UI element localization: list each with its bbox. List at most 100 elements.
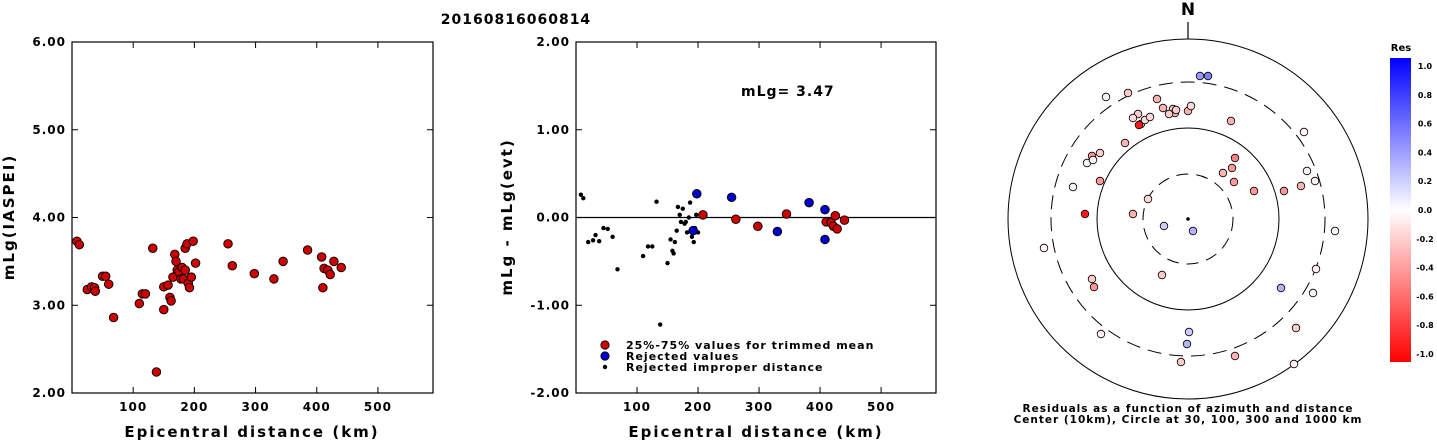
left-data-point [302,245,313,255]
left-y-tick-label: 4.00 [32,211,66,225]
epicenter-marker [1186,217,1190,221]
legend-label-rejected: Rejected values [626,350,739,363]
rejected-point [692,189,702,199]
improper-distance-point [605,226,610,232]
colorbar-tick-label: 0.0 [1418,206,1433,215]
middle-x-tick-label: 500 [867,400,895,414]
improper-distance-point [684,230,690,235]
left-x-axis-label: Epicentral distance (km) [124,423,379,441]
rejected-point [726,192,737,203]
middle-x-tick-label: 100 [623,400,651,414]
legend-label-improper: Rejected improper distance [626,361,823,374]
left-data-point [74,239,85,250]
trimmed-mean-point [830,210,841,221]
middle-y-tick-label: 1.00 [536,123,570,137]
left-data-point [90,286,101,296]
left-x-tick-label: 100 [119,400,147,414]
polar-points [1039,71,1340,369]
colorbar-tick-label: -1.0 [1416,350,1434,359]
left-data-point [103,279,114,289]
legend-marker-rejected [600,351,610,361]
left-x-tick-label: 500 [364,400,392,414]
residual-point [1310,176,1320,186]
middle-points [578,189,850,327]
rejected-point [820,204,830,215]
left-points [72,236,346,377]
left-data-point [318,282,328,293]
improper-distance-point [668,237,673,242]
left-data-point [134,298,145,309]
residual-point [1145,112,1155,122]
residual-point [1289,359,1299,369]
left-data-point [184,282,195,293]
residual-point [1184,327,1194,337]
trimmed-mean-point [781,209,792,219]
polar-plot: N Residuals as a function of azimuth and… [1007,0,1369,426]
improper-distance-point [596,238,602,244]
residual-point [1203,71,1213,81]
residual-point [1186,101,1196,111]
residual-point [1296,181,1306,191]
residual-point [1068,182,1078,192]
residual-point [1134,120,1144,130]
middle-annotation: mLg= 3.47 [741,84,835,100]
improper-distance-point [665,260,670,266]
improper-distance-point [650,244,655,249]
improper-distance-point [683,219,689,225]
left-data-point [223,239,233,249]
legend-marker-improper [602,364,608,370]
improper-distance-point [601,225,606,231]
residual-point [1188,226,1198,236]
residual-point [1123,88,1133,98]
left-chart: 100 200 300 400 500 2.00 3.00 4.00 5.00 6.00 Epic… [0,35,434,441]
rejected-point [772,226,783,237]
left-plot-frame [71,41,434,394]
trimmed-mean-point [839,215,850,225]
residual-point [1230,351,1240,361]
improper-distance-point [678,219,684,225]
colorbar-tick-label: 0.2 [1418,177,1432,186]
residual-point [1302,166,1312,176]
circle-300km [1050,81,1326,357]
left-data-point [108,312,119,323]
colorbar-tick-label: 0.8 [1418,91,1433,100]
residual-point [1039,243,1049,253]
improper-distance-point [645,244,651,249]
left-data-point [249,268,260,279]
left-data-point [227,261,238,271]
left-data-point [159,304,169,315]
residual-point [1182,339,1192,349]
residual-point [1171,105,1181,115]
residual-point [1227,163,1237,173]
colorbar-gradient [1390,58,1411,362]
left-data-point [325,269,335,280]
residual-point [1279,186,1289,196]
colorbar-tick-label: 0.4 [1418,148,1433,157]
residual-point [1176,357,1186,367]
residual-point [1308,288,1318,298]
colorbar-title: Res [1391,43,1411,54]
residual-point [1299,127,1309,137]
improper-distance-point [680,206,685,211]
left-y-tick-label: 6.00 [32,35,66,49]
middle-y-tick-label: 0.00 [536,211,570,225]
left-data-point [100,271,111,282]
residual-point [1229,177,1239,187]
colorbar-labels: 1.0 0.8 0.6 0.4 0.2 0.0 -0.2 -0.4 -0.6 -0.8 -1.0 [1416,62,1434,359]
middle-x-axis-label: Epicentral distance (km) [628,423,883,441]
left-y-tick-label: 2.00 [32,386,66,400]
middle-y-tick-label: 2.00 [536,35,570,49]
colorbar-tick-label: 0.6 [1418,120,1433,129]
middle-y-axis-label: mLg - mLg(evt) [498,138,516,295]
residual-point [1218,168,1228,178]
left-data-point [180,265,190,275]
middle-x-tick-label: 300 [745,400,773,414]
improper-distance-point [654,199,659,204]
left-data-point [329,256,339,267]
middle-legend: 25%-75% values for trimmed mean Rejected… [600,339,873,374]
rejected-point [688,225,698,236]
residual-point [1226,116,1236,126]
improper-distance-point [640,253,646,259]
left-x-tick-label: 200 [180,400,208,414]
residual-point [1089,282,1099,292]
